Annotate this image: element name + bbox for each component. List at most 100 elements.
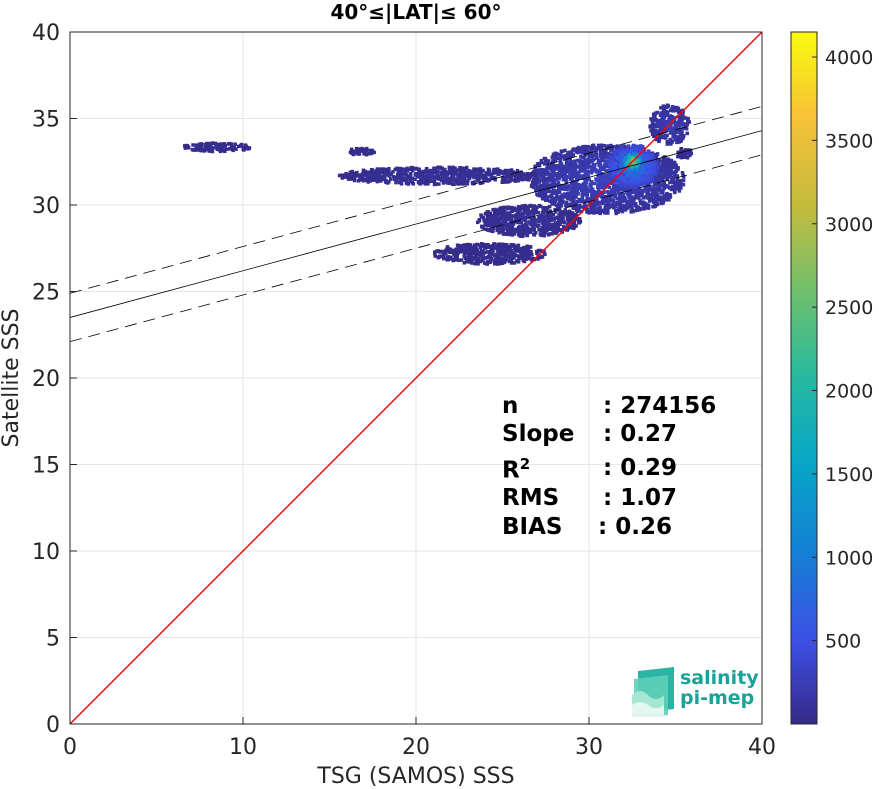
density-bin xyxy=(518,228,523,233)
density-bin xyxy=(591,191,595,196)
density-bin xyxy=(544,198,549,203)
density-bin xyxy=(583,170,588,174)
density-bin xyxy=(453,166,457,171)
density-bin xyxy=(453,181,458,185)
density-bin xyxy=(643,171,648,175)
density-bin xyxy=(648,196,652,200)
density-bin xyxy=(627,155,632,159)
density-bin xyxy=(533,230,538,235)
density-bin xyxy=(585,172,590,176)
density-bin xyxy=(671,117,675,121)
density-bin xyxy=(531,185,536,190)
regression-line xyxy=(70,130,762,318)
density-bin xyxy=(554,231,558,235)
density-bin xyxy=(355,147,359,152)
colorbar-tick-label: 2000 xyxy=(825,381,873,403)
density-bin xyxy=(502,179,506,183)
density-bin xyxy=(620,197,624,201)
density-bin xyxy=(560,219,564,223)
density-bin xyxy=(662,186,666,191)
density-bin xyxy=(586,145,591,149)
density-bin xyxy=(504,169,509,173)
density-bin xyxy=(501,212,506,216)
density-bin xyxy=(539,170,543,175)
density-bin xyxy=(462,178,467,182)
density-bin xyxy=(624,186,629,191)
density-bin xyxy=(492,262,497,266)
density-bin xyxy=(470,261,474,265)
density-bin xyxy=(580,192,584,197)
density-bin xyxy=(625,199,629,204)
density-bin xyxy=(563,154,567,158)
density-bin xyxy=(522,216,526,221)
density-bin xyxy=(643,157,648,162)
density-bin xyxy=(220,145,224,150)
density-bin xyxy=(628,195,632,200)
density-bin xyxy=(669,185,673,190)
density-bin xyxy=(610,192,615,197)
density-bin xyxy=(375,167,380,171)
density-bin xyxy=(598,184,603,188)
density-bin xyxy=(533,211,537,215)
density-bin xyxy=(590,169,594,173)
density-bin xyxy=(596,187,601,191)
density-bin xyxy=(470,174,474,178)
density-bin xyxy=(660,164,665,168)
density-bin xyxy=(488,228,493,233)
density-bin xyxy=(206,144,210,149)
density-bin xyxy=(630,200,635,204)
density-bin xyxy=(211,146,216,150)
density-bin xyxy=(577,218,582,222)
density-bin xyxy=(407,167,412,172)
density-bin xyxy=(378,179,383,183)
density-bin xyxy=(500,253,504,257)
density-bin xyxy=(500,180,505,185)
density-bin xyxy=(679,109,683,113)
density-bin xyxy=(559,228,564,232)
density-bin xyxy=(572,163,577,168)
density-bin xyxy=(673,123,677,128)
x-tick-label: 10 xyxy=(229,735,257,760)
density-bin xyxy=(464,180,469,185)
density-bin xyxy=(657,158,662,162)
density-bin xyxy=(409,178,413,182)
density-bin xyxy=(554,203,559,207)
density-bin xyxy=(424,175,429,180)
density-bin xyxy=(671,175,675,179)
density-bin xyxy=(643,201,647,205)
density-bin xyxy=(553,209,558,214)
density-bin xyxy=(626,144,631,148)
density-bin xyxy=(585,165,590,170)
density-bin xyxy=(393,167,397,172)
density-bin xyxy=(503,216,508,221)
density-bin xyxy=(529,217,534,222)
density-bin xyxy=(641,196,646,200)
density-bin xyxy=(551,152,556,157)
density-bin xyxy=(574,224,578,228)
density-bin xyxy=(548,199,552,203)
density-bin xyxy=(558,199,563,203)
density-bin xyxy=(444,252,448,256)
density-bin xyxy=(613,188,617,192)
density-bin xyxy=(671,106,676,111)
density-bin xyxy=(659,106,663,110)
density-bin xyxy=(606,144,611,148)
density-bin xyxy=(551,159,555,163)
density-bin xyxy=(491,221,496,226)
density-bin xyxy=(602,190,606,194)
density-bin xyxy=(405,173,409,177)
density-bin xyxy=(686,148,690,152)
density-bin xyxy=(650,174,654,179)
density-bin xyxy=(361,149,366,153)
stat-value: : 0.29 xyxy=(603,455,677,481)
density-bin xyxy=(539,174,543,178)
density-bin xyxy=(353,171,357,176)
density-bin xyxy=(514,213,518,217)
density-bin xyxy=(487,168,492,172)
density-bin xyxy=(487,170,491,175)
density-bin xyxy=(627,167,631,172)
density-bin xyxy=(429,168,433,173)
density-bin xyxy=(216,147,220,152)
density-bin xyxy=(636,188,641,193)
density-bin xyxy=(581,145,586,150)
